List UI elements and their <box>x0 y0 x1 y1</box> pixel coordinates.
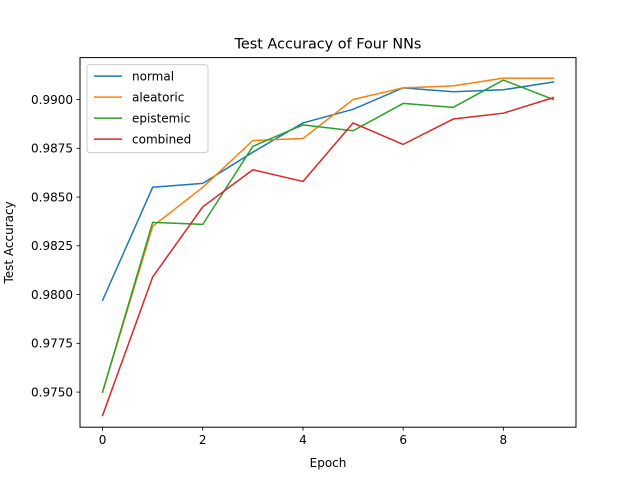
y-tick-label: 0.9850 <box>31 190 73 204</box>
legend-label-normal: normal <box>132 69 174 83</box>
legend-label-combined: combined <box>132 132 191 146</box>
y-tick-label: 0.9775 <box>31 337 73 351</box>
legend-box <box>86 64 209 154</box>
plot-area-frame <box>79 57 577 428</box>
series-line-normal <box>101 81 555 302</box>
legend: normal aleatoric epistemic combined <box>86 64 209 154</box>
y-tick-label: 0.9800 <box>31 288 73 302</box>
legend-label-aleatoric: aleatoric <box>132 90 184 104</box>
y-axis-ticks: 0.9750 0.9775 0.9800 0.9825 0.9850 0.9875 0.99… <box>31 93 80 399</box>
chart-title: Test Accuracy of Four NNs <box>234 37 422 53</box>
x-tick-label: 2 <box>199 433 207 447</box>
y-tick-label: 0.9875 <box>31 142 73 156</box>
x-tick-label: 6 <box>399 433 407 447</box>
y-axis-label: Test Accuracy <box>2 201 16 284</box>
series-layer <box>101 77 555 417</box>
y-tick-label: 0.9750 <box>31 385 73 399</box>
y-tick-label: 0.9900 <box>31 93 73 107</box>
x-axis-ticks: 0 2 4 6 8 <box>99 427 507 447</box>
series-line-aleatoric <box>101 77 555 394</box>
x-tick-label: 0 <box>99 433 107 447</box>
series-line-epistemic <box>101 79 555 394</box>
x-tick-label: 4 <box>299 433 307 447</box>
legend-label-epistemic: epistemic <box>132 111 190 125</box>
y-tick-label: 0.9825 <box>31 239 73 253</box>
x-axis-label: Epoch <box>310 456 347 470</box>
series-line-combined <box>101 96 555 417</box>
x-tick-label: 8 <box>500 433 508 447</box>
